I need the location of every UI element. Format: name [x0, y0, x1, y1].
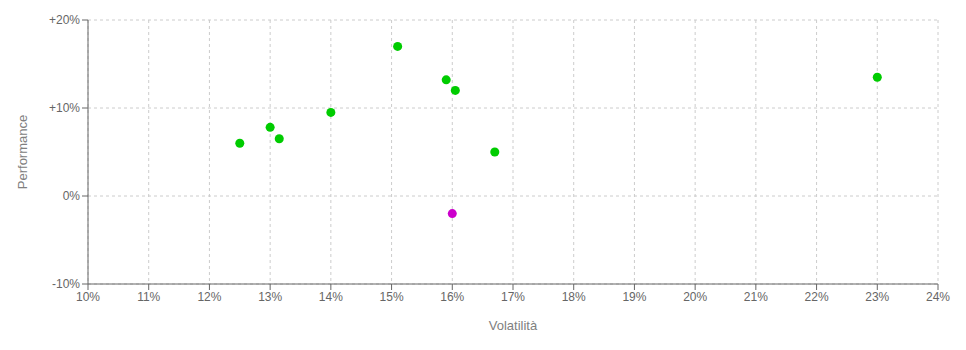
svg-text:21%: 21% — [744, 290, 768, 304]
svg-text:+20%: +20% — [49, 13, 80, 27]
svg-text:14%: 14% — [319, 290, 343, 304]
svg-text:12%: 12% — [197, 290, 221, 304]
svg-text:22%: 22% — [805, 290, 829, 304]
svg-text:16%: 16% — [440, 290, 464, 304]
svg-text:23%: 23% — [865, 290, 889, 304]
svg-text:Performance: Performance — [15, 115, 30, 189]
svg-text:13%: 13% — [258, 290, 282, 304]
svg-text:11%: 11% — [137, 290, 160, 304]
svg-text:18%: 18% — [562, 290, 586, 304]
svg-text:0%: 0% — [63, 189, 81, 203]
svg-text:19%: 19% — [622, 290, 646, 304]
svg-text:15%: 15% — [380, 290, 404, 304]
svg-text:20%: 20% — [683, 290, 707, 304]
svg-text:Volatilità: Volatilità — [489, 318, 538, 333]
svg-text:+10%: +10% — [49, 101, 80, 115]
svg-text:24%: 24% — [926, 290, 950, 304]
svg-text:17%: 17% — [501, 290, 525, 304]
svg-text:-10%: -10% — [52, 277, 80, 291]
svg-text:10%: 10% — [76, 290, 100, 304]
